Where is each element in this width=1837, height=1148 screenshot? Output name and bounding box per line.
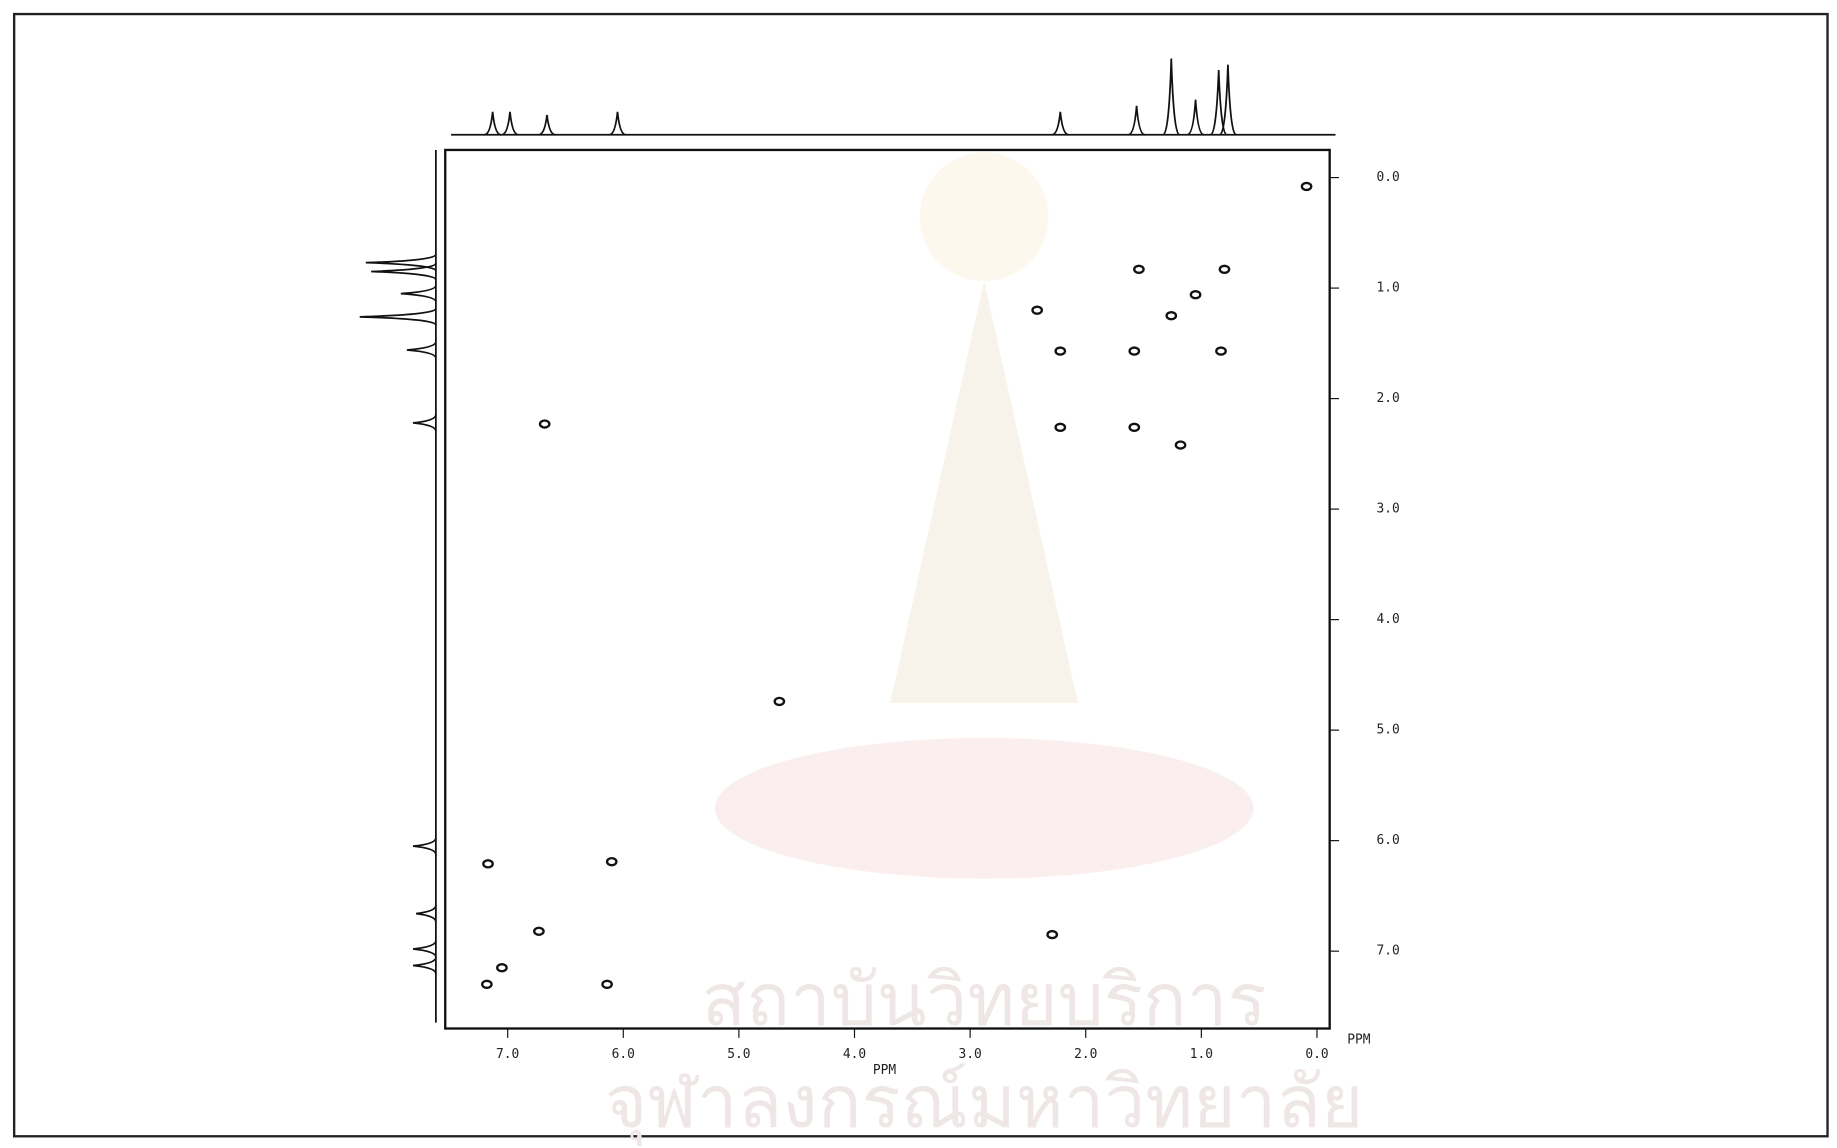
cross-peak — [1128, 346, 1141, 356]
cross-peak — [1054, 422, 1067, 433]
projection-peak-top — [501, 111, 519, 136]
watermark-text: จุฬาลงกรณ์มหาวิทยาลัย — [605, 1061, 1364, 1147]
cross-peak — [496, 963, 508, 973]
y-tick-label: 0.0 — [1377, 170, 1400, 185]
cross-peak — [1133, 264, 1145, 274]
projection-peak-left — [412, 837, 437, 855]
projection-peak-left — [412, 414, 437, 432]
cross-peak — [482, 859, 494, 869]
projection-peak-top — [538, 114, 556, 136]
cross-peak — [1165, 311, 1178, 321]
y-tick-label: 3.0 — [1377, 502, 1400, 517]
cross-peak — [605, 856, 618, 867]
x-tick-label: 7.0 — [496, 1047, 519, 1062]
y-tick-label: 7.0 — [1377, 944, 1400, 959]
projection-peak-left — [412, 940, 437, 958]
y-tick-label: 6.0 — [1377, 833, 1400, 848]
x-tick-label: 0.0 — [1305, 1047, 1328, 1062]
projection-peak-left — [371, 262, 437, 281]
projection-peak-left — [359, 308, 437, 326]
frame — [12, 12, 1829, 1138]
watermark-text: สถาบันวิทยบริการ — [702, 959, 1267, 1043]
cross-peak — [1128, 422, 1141, 433]
projection-peak-left — [406, 341, 437, 359]
projection-peak-top — [1210, 69, 1228, 136]
logo-watermark — [714, 152, 1254, 879]
projection-peak-top — [1051, 111, 1069, 136]
cross-peak — [538, 419, 551, 429]
projection-peak-top — [1128, 105, 1146, 136]
y-axis-label: PPM — [1347, 1033, 1371, 1048]
x-axis-label: PPM — [873, 1063, 897, 1078]
cross-peak — [601, 979, 613, 989]
projection-peak-top — [609, 111, 626, 136]
projection-peak-top — [484, 111, 502, 136]
y-tick-label: 5.0 — [1377, 723, 1400, 738]
projection-peak-top — [1219, 64, 1237, 136]
cross-peak — [1300, 181, 1313, 192]
projection-peak-left — [412, 957, 437, 974]
cross-peak — [1218, 264, 1231, 274]
y-tick-label: 2.0 — [1377, 391, 1400, 406]
cross-peak — [533, 926, 545, 936]
cross-peak — [1174, 440, 1187, 450]
projection-peak-top — [1162, 58, 1180, 136]
plot-frame — [444, 148, 1331, 1030]
projection-peak-left — [365, 253, 437, 272]
cross-peak — [481, 979, 493, 989]
cross-peak — [1031, 305, 1044, 315]
x-tick-label: 3.0 — [958, 1047, 981, 1062]
x-tick-label: 5.0 — [727, 1047, 750, 1062]
cross-peak — [1215, 346, 1227, 356]
cross-peak — [1046, 929, 1059, 940]
cross-peak — [1054, 346, 1067, 356]
x-tick-label: 2.0 — [1074, 1047, 1097, 1062]
cross-peak — [1189, 290, 1202, 300]
x-tick-label: 4.0 — [843, 1047, 866, 1062]
x-tick-label: 6.0 — [612, 1047, 635, 1062]
cross-peak — [773, 696, 786, 707]
x-tick-label: 1.0 — [1190, 1047, 1213, 1062]
projection-peak-left — [415, 905, 437, 922]
projection-peak-left — [400, 285, 437, 303]
y-tick-label: 4.0 — [1377, 612, 1400, 627]
projection-peak-top — [1187, 99, 1205, 136]
y-tick-label: 1.0 — [1377, 281, 1400, 296]
